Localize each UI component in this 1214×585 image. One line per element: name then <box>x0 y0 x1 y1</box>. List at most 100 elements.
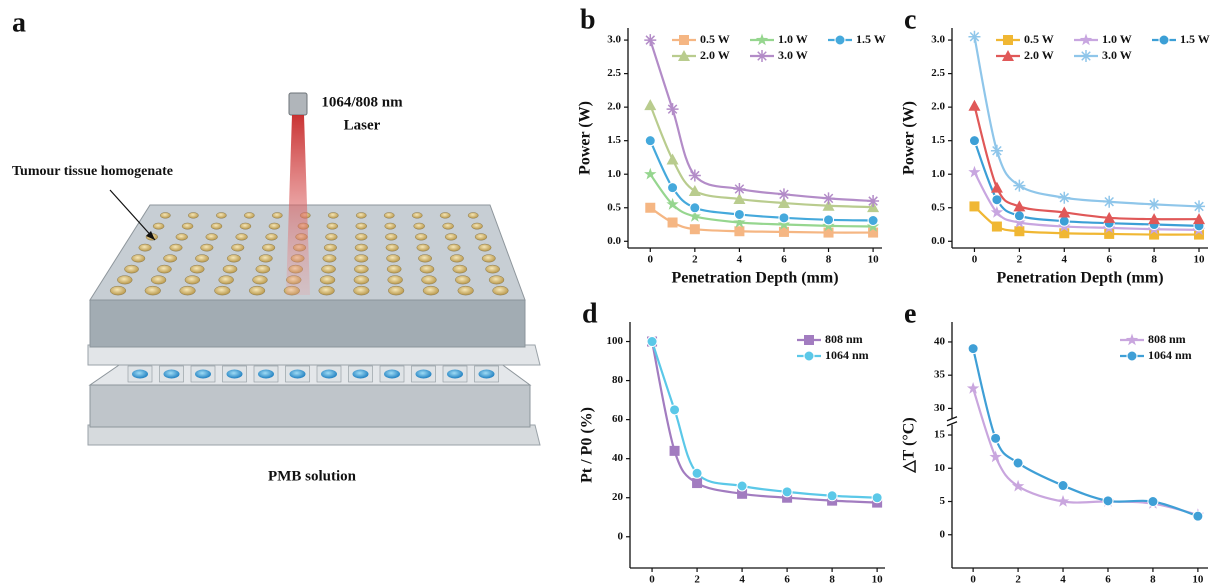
marker <box>645 202 656 213</box>
well <box>488 275 505 285</box>
x-tick-label: 4 <box>739 574 745 585</box>
well <box>215 212 227 219</box>
legend-label: 2.0 W <box>700 48 730 62</box>
marker <box>733 208 745 220</box>
well <box>322 254 337 263</box>
marker <box>1103 211 1116 223</box>
y-tick-label: 0 <box>940 528 946 540</box>
panel-label: d <box>582 298 598 329</box>
legend-marker <box>1080 50 1092 62</box>
marker <box>666 153 679 165</box>
x-tick-label: 8 <box>1151 254 1157 266</box>
series-line <box>973 140 1200 227</box>
marker <box>737 488 748 499</box>
marker <box>1104 228 1115 239</box>
well <box>222 264 238 274</box>
marker <box>1194 229 1205 240</box>
x-tick-label: 2 <box>692 254 698 266</box>
well <box>355 233 368 241</box>
panel-label: b <box>580 4 596 35</box>
well <box>218 275 234 285</box>
legend-label: 0.5 W <box>1024 32 1054 46</box>
marker <box>667 182 679 194</box>
well-solution <box>447 369 463 379</box>
well <box>327 212 339 219</box>
legend-marker <box>803 350 815 362</box>
well <box>411 212 423 219</box>
y-tick-label: 1.5 <box>931 134 945 146</box>
well <box>181 222 194 230</box>
marker <box>644 99 657 111</box>
series-line <box>973 105 1200 221</box>
wells <box>109 212 509 383</box>
well <box>481 254 496 263</box>
x-tick-label: 0 <box>648 254 654 266</box>
marker <box>1056 495 1070 507</box>
well <box>117 275 133 285</box>
well-solution <box>132 369 148 379</box>
well <box>478 243 492 252</box>
marker <box>991 194 1003 206</box>
well <box>152 222 165 230</box>
lower-plate-base <box>87 424 541 446</box>
well <box>214 285 231 296</box>
x-tick-label: 4 <box>1060 574 1066 585</box>
marker <box>1011 479 1025 492</box>
marker <box>967 343 979 355</box>
marker <box>778 226 789 237</box>
x-tick-label: 10 <box>1194 254 1206 266</box>
lower-plate-side <box>89 384 531 428</box>
laser-beam <box>286 115 310 295</box>
well <box>444 233 458 241</box>
legend-marker <box>1079 33 1093 46</box>
axis-break-gap <box>947 418 957 425</box>
well <box>319 275 336 285</box>
marker <box>689 202 701 214</box>
panel-label: c <box>904 4 916 35</box>
x-tick-label: 4 <box>1062 254 1068 266</box>
y-tick-label: 3.0 <box>607 34 621 46</box>
legend-label: 808 nm <box>825 332 863 346</box>
arrow-head <box>146 231 155 240</box>
x-tick-label: 0 <box>970 574 976 585</box>
y-tick-label: 10 <box>934 462 946 474</box>
y-tick-label: 0.5 <box>931 201 945 213</box>
legend-label: 808 nm <box>1148 332 1186 346</box>
well <box>258 254 273 263</box>
well <box>355 212 367 219</box>
y-tick-label: 35 <box>934 369 946 381</box>
y-tick-label: 0.5 <box>607 201 621 213</box>
marker <box>688 169 701 182</box>
marker <box>691 467 703 479</box>
axis-break <box>946 416 958 422</box>
well <box>226 254 241 263</box>
marker <box>692 478 703 489</box>
legend-label: 1064 nm <box>825 348 869 362</box>
marker <box>868 227 879 238</box>
y-tick-label: 15 <box>934 429 946 441</box>
well <box>413 222 425 230</box>
annotation-arrow <box>109 189 156 241</box>
marker <box>669 445 680 456</box>
marker <box>688 210 701 222</box>
marker <box>968 165 981 178</box>
well <box>386 254 401 263</box>
well <box>354 243 368 252</box>
well-plate-illustration: a 1064/808 nm Laser Tumour tissue homoge… <box>12 7 541 484</box>
marker <box>867 215 879 226</box>
marker <box>646 336 658 348</box>
well <box>318 285 335 296</box>
marker <box>644 135 656 147</box>
well-solution <box>163 369 180 379</box>
series-line <box>973 36 1200 208</box>
marker <box>734 226 745 237</box>
well <box>442 222 454 230</box>
x-tick-label: 2 <box>1015 574 1021 585</box>
well-solution <box>195 369 211 379</box>
well <box>321 264 336 274</box>
y-tick-label: 0.0 <box>607 235 621 247</box>
x-axis-title: Penetration Depth (mm) <box>671 270 838 287</box>
panel-label: e <box>904 298 916 329</box>
y-tick-label: 0.0 <box>931 235 945 247</box>
